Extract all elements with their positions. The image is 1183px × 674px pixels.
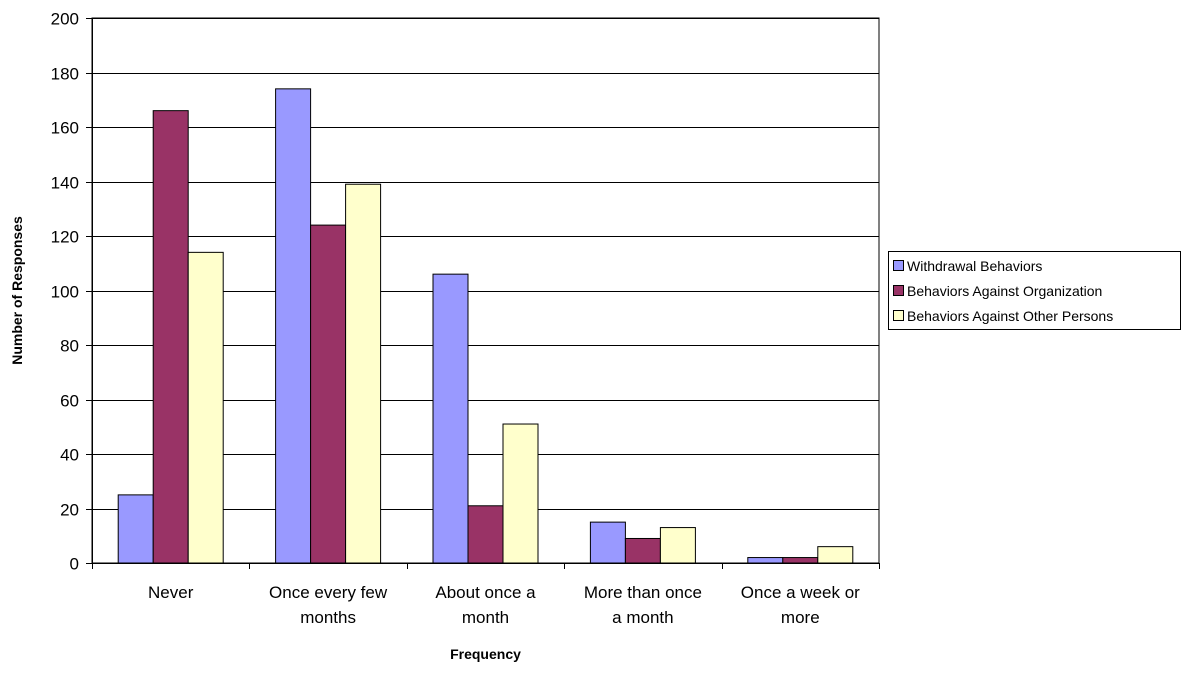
bar: [782, 557, 819, 564]
bars: [117, 88, 854, 564]
bar: [345, 183, 382, 564]
x-tick-label: month: [462, 608, 509, 627]
legend-swatch: [893, 260, 904, 271]
legend: Withdrawal Behaviors Behaviors Against Or…: [888, 251, 1181, 330]
y-tick-label: 200: [51, 10, 79, 29]
legend-swatch: [893, 285, 904, 296]
x-tick-label: more: [781, 608, 820, 627]
bar: [747, 557, 784, 564]
bar: [187, 251, 224, 564]
bar: [624, 537, 661, 564]
x-axis-title: Frequency: [450, 646, 521, 662]
y-tick-label: 60: [60, 392, 79, 411]
y-tick-label: 100: [51, 283, 79, 302]
legend-swatch: [893, 310, 904, 321]
bar: [502, 423, 539, 564]
bar: [659, 527, 696, 564]
y-tick-label: 40: [60, 446, 79, 465]
x-tick-label: More than once: [584, 583, 702, 602]
y-tick-label: 120: [51, 228, 79, 247]
bar: [275, 88, 312, 564]
bar: [117, 494, 154, 564]
x-tick-label: months: [300, 608, 356, 627]
x-tick-label: Once a week or: [741, 583, 860, 602]
y-axis-title: Number of Responses: [9, 216, 25, 365]
bar: [152, 110, 189, 564]
tick-labels: 0 20 40 60 80 100 120 140 160 180 200 Never Once eve…: [51, 10, 861, 628]
bar: [817, 546, 854, 564]
y-tick-label: 20: [60, 501, 79, 520]
legend-label: Behaviors Against Other Persons: [907, 308, 1113, 324]
y-tick-label: 140: [51, 174, 79, 193]
legend-label: Withdrawal Behaviors: [907, 258, 1042, 274]
x-tick-label: a month: [612, 608, 673, 627]
y-tick-label: 0: [70, 555, 79, 574]
legend-box: [888, 251, 1181, 330]
x-tick-label: About once a: [435, 583, 536, 602]
bar: [432, 273, 469, 564]
y-tick-label: 160: [51, 119, 79, 138]
axes: [86, 18, 880, 569]
legend-label: Behaviors Against Organization: [907, 283, 1102, 299]
bar: [310, 224, 347, 564]
x-tick-label: Once every few: [269, 583, 388, 602]
bar: [589, 521, 626, 564]
y-tick-label: 80: [60, 337, 79, 356]
bar: [467, 505, 504, 564]
y-tick-label: 180: [51, 65, 79, 84]
x-tick-label: Never: [148, 583, 194, 602]
